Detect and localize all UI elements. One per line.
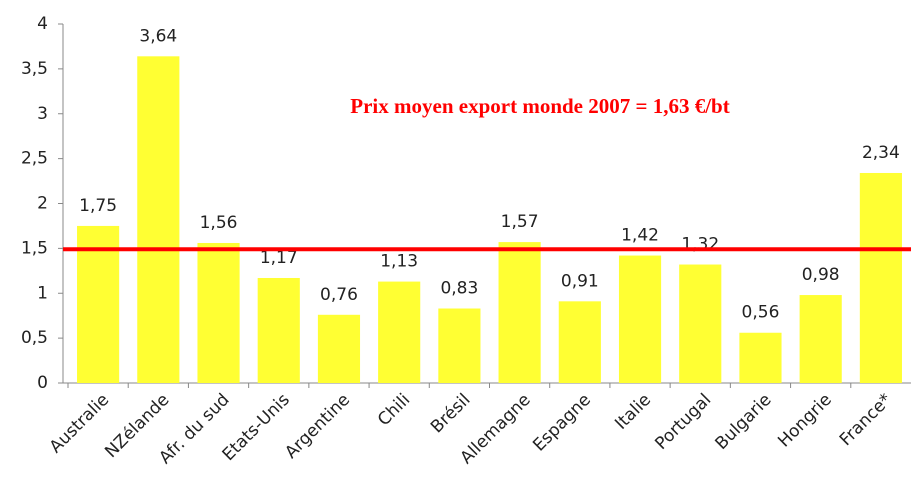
bar (438, 308, 481, 383)
y-tick-label: 2,5 (21, 149, 48, 169)
x-tick-label: Espagne (529, 390, 595, 456)
bar (799, 295, 842, 383)
value-label: 1,56 (200, 213, 238, 233)
bar (137, 56, 180, 384)
y-tick-label: 0,5 (21, 328, 48, 348)
value-label: 1,42 (621, 226, 659, 246)
value-label: 0,91 (561, 271, 599, 291)
bar (558, 301, 601, 383)
value-label: 0,98 (802, 265, 840, 285)
value-label: 1,13 (380, 252, 418, 272)
value-label: 1,57 (501, 212, 539, 232)
y-tick-label: 3,5 (21, 59, 48, 79)
y-tick-label: 2 (37, 194, 48, 214)
y-tick-label: 4 (37, 14, 48, 34)
value-label: 0,83 (440, 279, 478, 299)
x-tick-label: Italie (611, 390, 655, 434)
x-tick-label: France* (836, 390, 896, 450)
annotation: Prix moyen export monde 2007 = 1,63 €/bt (350, 94, 729, 118)
bar (317, 314, 361, 383)
x-tick-label: Bulgarie (712, 390, 776, 454)
value-label: 0,56 (742, 303, 780, 323)
value-label: 1,75 (79, 196, 117, 216)
value-label: 1,17 (260, 248, 298, 268)
value-label: 1,32 (681, 235, 719, 255)
bar (618, 255, 662, 383)
y-tick-label: 0 (37, 373, 48, 393)
y-tick-label: 1,5 (21, 238, 48, 258)
x-tick-label: Portugal (651, 390, 715, 454)
bar (197, 242, 240, 383)
value-label: 2,34 (862, 143, 900, 163)
x-tick-label: Hongrie (774, 390, 835, 451)
bar (77, 225, 120, 383)
bar (679, 264, 722, 383)
y-tick-label: 3 (37, 104, 48, 124)
bar (378, 281, 421, 383)
bar (739, 332, 782, 383)
y-tick-label: 1 (37, 283, 48, 303)
x-tick-label: Chili (374, 390, 414, 430)
bar (257, 277, 300, 383)
bar (859, 172, 902, 383)
value-label: 0,76 (320, 285, 358, 305)
value-label: 3,64 (139, 26, 177, 46)
bar (498, 242, 541, 383)
x-tick-label: Argentine (281, 390, 354, 463)
x-tick-label: Brésil (427, 390, 474, 437)
